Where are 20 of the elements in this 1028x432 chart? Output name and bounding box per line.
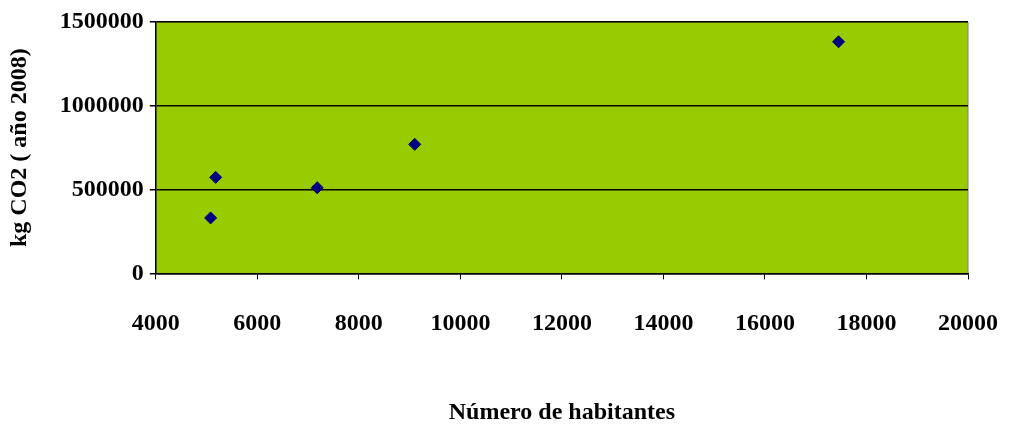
x-tick-label: 16000 [734, 309, 795, 335]
y-tick-label: 1000000 [59, 91, 144, 117]
point [209, 170, 223, 184]
y-tick-label: 0 [131, 258, 144, 285]
x-tick-label: 4000 [131, 309, 180, 335]
point [408, 137, 422, 151]
x-tick-label: 18000 [836, 309, 897, 335]
x-tick-label: 6000 [233, 309, 282, 335]
point [310, 181, 324, 195]
x-tick-label: 8000 [334, 309, 383, 335]
y-tick-label: 500000 [71, 174, 144, 201]
point [204, 211, 218, 225]
point [832, 35, 846, 49]
x-tick-label: 10000 [430, 309, 491, 335]
y-tick-label: 1500000 [59, 7, 144, 34]
x-axis-title: Número de habitantes [448, 397, 676, 424]
x-tick-label: 12000 [531, 309, 592, 335]
y-axis-title: kg CO2 ( año 2008) [4, 48, 31, 248]
x-tick-label: 20000 [938, 309, 998, 335]
x-tick-label: 14000 [633, 309, 694, 335]
